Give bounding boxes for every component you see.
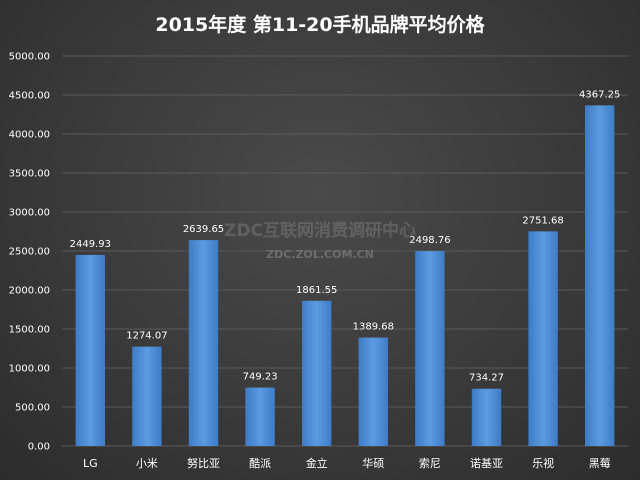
- y-tick-label: 2000.00: [9, 286, 50, 297]
- y-tick-label: 0.00: [28, 442, 50, 453]
- data-label: 734.27: [469, 373, 504, 384]
- x-category-label: 小米: [136, 457, 158, 470]
- x-category-label: 金立: [306, 456, 328, 470]
- data-label: 1389.68: [353, 322, 394, 333]
- x-category-label: 索尼: [419, 456, 441, 470]
- x-axis-categories: LG 小米 努比亚 酷派 金立 华硕 索尼 诺基亚 乐视 黑莓: [83, 456, 611, 470]
- y-tick-label: 3500.00: [9, 169, 50, 180]
- data-label: 4367.25: [579, 89, 620, 100]
- y-tick-label: 4500.00: [9, 91, 50, 102]
- data-label: 1274.07: [126, 331, 167, 342]
- bar: [75, 254, 106, 446]
- x-category-label: 酷派: [249, 457, 271, 470]
- watermark-line1: ZDC互联网消费调研中心: [224, 220, 416, 241]
- bar: [301, 300, 332, 446]
- data-labels: 2449.93 1274.07 2639.65 749.23 1861.55 1389.6…: [70, 89, 621, 383]
- x-category-label: 努比亚: [187, 456, 220, 470]
- x-category-label: 乐视: [532, 456, 554, 470]
- bar: [415, 251, 445, 446]
- y-tick-label: 1500.00: [9, 325, 50, 336]
- x-category-label: 华硕: [362, 456, 384, 470]
- bar: [132, 346, 162, 446]
- data-label: 1861.55: [296, 285, 337, 296]
- bars: [75, 105, 615, 447]
- x-category-label: 诺基亚: [470, 457, 503, 470]
- x-category-label: LG: [83, 457, 98, 470]
- data-label: 2498.76: [409, 235, 450, 246]
- bar: [584, 105, 615, 447]
- watermark-line2: ZDC.ZOL.COM.CN: [266, 248, 374, 261]
- x-category-label: 黑莓: [589, 457, 611, 470]
- data-label: 2449.93: [70, 239, 111, 250]
- data-label: 2639.65: [183, 224, 224, 235]
- y-tick-label: 4000.00: [9, 130, 50, 141]
- y-tick-label: 500.00: [15, 403, 50, 414]
- data-label: 2751.68: [522, 215, 563, 226]
- data-label: 749.23: [243, 372, 278, 383]
- bar: [528, 231, 558, 446]
- bar: [245, 387, 275, 446]
- bar: [358, 337, 389, 446]
- y-tick-label: 3000.00: [9, 208, 50, 219]
- y-tick-label: 5000.00: [9, 52, 50, 63]
- bar: [471, 388, 502, 446]
- bar: [188, 240, 219, 446]
- y-tick-label: 2500.00: [9, 247, 50, 258]
- chart-title: 2015年度 第11-20手机品牌平均价格: [155, 13, 485, 36]
- y-tick-label: 1000.00: [9, 364, 50, 375]
- y-axis-ticks: 0.00 500.00 1000.00 1500.00 2000.00 2500.00 30…: [9, 52, 50, 453]
